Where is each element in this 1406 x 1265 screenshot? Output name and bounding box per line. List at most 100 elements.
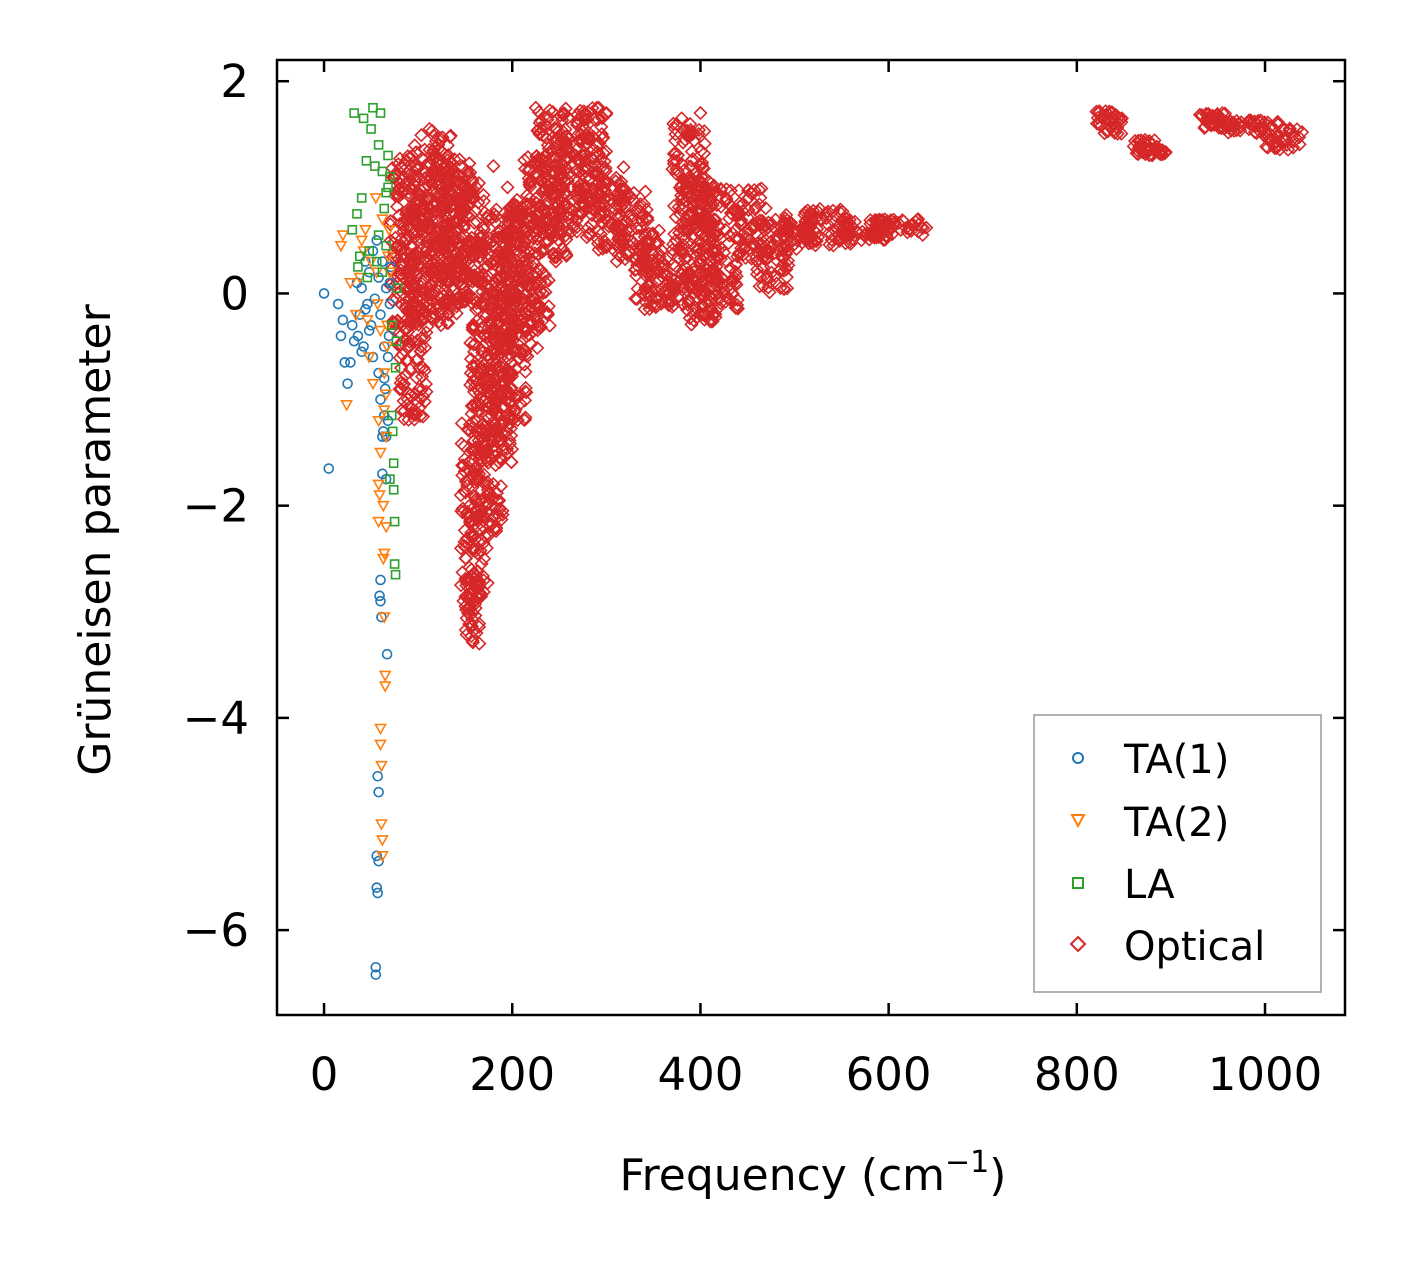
data-point-optical	[1142, 133, 1157, 149]
data-point-la	[390, 569, 401, 580]
data-point-optical	[695, 249, 711, 264]
data-point-optical	[474, 423, 489, 438]
data-point-optical	[800, 203, 815, 218]
y-axis-ticks: 2 0 −2 −4 −6	[183, 55, 1345, 957]
data-point-optical	[453, 175, 468, 190]
legend-item-ta2: TA(2)	[1070, 800, 1229, 846]
data-point-optical	[729, 297, 745, 313]
data-point-optical	[476, 433, 491, 448]
data-point-optical	[504, 454, 519, 470]
data-point-optical	[684, 124, 699, 140]
data-point-optical	[625, 208, 641, 223]
data-point-optical	[393, 249, 408, 264]
data-point-optical	[418, 376, 434, 392]
data-point-optical	[433, 134, 448, 149]
data-point-optical	[471, 547, 486, 562]
data-point-optical	[435, 192, 450, 207]
data-point-optical	[469, 625, 484, 641]
data-point-optical	[426, 238, 441, 253]
data-point-ta2	[360, 315, 374, 327]
data-point-optical	[391, 157, 406, 172]
data-point-optical	[407, 407, 423, 422]
data-point-optical	[905, 216, 920, 232]
data-point-optical	[530, 153, 545, 168]
data-point-ta1	[370, 961, 382, 973]
data-point-optical	[470, 590, 486, 605]
data-point-optical	[470, 588, 485, 603]
data-point-optical	[495, 374, 511, 389]
data-point-optical	[425, 213, 440, 229]
data-point-optical	[1261, 132, 1276, 148]
data-point-optical	[756, 217, 772, 233]
data-point-optical	[722, 228, 737, 243]
data-point-optical	[693, 277, 708, 293]
data-point-optical	[441, 148, 456, 163]
data-point-optical	[479, 234, 495, 250]
data-point-optical	[696, 307, 711, 322]
data-point-optical	[548, 254, 564, 269]
data-point-optical	[681, 223, 696, 238]
data-point-optical	[523, 336, 539, 352]
data-point-ta1	[346, 319, 358, 331]
data-point-optical	[554, 135, 569, 150]
x-tick-label: 200	[469, 1048, 555, 1101]
data-point-optical	[464, 529, 479, 544]
data-point-optical	[1291, 130, 1307, 145]
data-point-optical	[705, 242, 721, 257]
data-point-ta1	[370, 969, 382, 980]
data-point-optical	[486, 491, 501, 506]
data-point-optical	[486, 158, 501, 174]
data-point-optical	[491, 244, 506, 259]
data-point-optical	[1092, 116, 1107, 131]
data-point-optical	[400, 392, 415, 407]
data-point-optical	[540, 109, 555, 124]
data-point-optical	[1280, 142, 1296, 157]
data-point-optical	[750, 262, 765, 277]
data-point-optical	[680, 283, 695, 298]
data-point-optical	[417, 394, 432, 409]
data-point-optical	[760, 220, 776, 235]
data-point-ta1	[378, 426, 389, 437]
data-point-ta2	[379, 522, 393, 534]
data-point-optical	[734, 240, 749, 256]
data-point-optical	[523, 196, 538, 212]
data-point-optical	[733, 246, 748, 261]
data-point-optical	[433, 318, 449, 333]
data-point-ta1	[356, 346, 367, 358]
data-point-optical	[433, 235, 449, 250]
data-point-optical	[633, 243, 649, 258]
data-point-optical	[706, 178, 722, 193]
data-point-la	[386, 320, 397, 331]
data-point-la	[379, 203, 390, 214]
data-point-optical	[754, 181, 769, 196]
data-point-ta2	[349, 309, 363, 322]
data-point-optical	[449, 306, 464, 321]
data-point-optical	[576, 111, 591, 126]
data-point-optical	[470, 503, 486, 518]
data-point-optical	[579, 147, 594, 162]
data-point-optical	[530, 318, 545, 334]
data-point-optical	[480, 455, 496, 470]
data-point-optical	[531, 104, 546, 120]
data-point-optical	[468, 575, 484, 590]
data-point-optical	[494, 389, 509, 404]
data-point-ta2	[372, 516, 385, 529]
data-point-optical	[426, 287, 441, 302]
data-point-optical	[668, 233, 684, 248]
data-point-optical	[553, 108, 568, 123]
data-point-optical	[487, 314, 502, 329]
data-point-optical	[516, 234, 532, 250]
data-point-optical	[554, 202, 569, 218]
data-point-optical	[472, 386, 488, 401]
data-point-optical	[482, 362, 497, 377]
data-point-la	[381, 187, 391, 198]
data-point-optical	[385, 292, 400, 308]
data-point-optical	[395, 258, 410, 273]
x-tick-label: 800	[1034, 1048, 1120, 1101]
data-point-optical	[571, 205, 586, 221]
data-point-optical	[402, 334, 417, 349]
data-point-optical	[417, 330, 432, 346]
data-point-ta2	[376, 214, 389, 226]
data-point-optical	[460, 198, 475, 213]
data-point-optical	[528, 100, 543, 115]
